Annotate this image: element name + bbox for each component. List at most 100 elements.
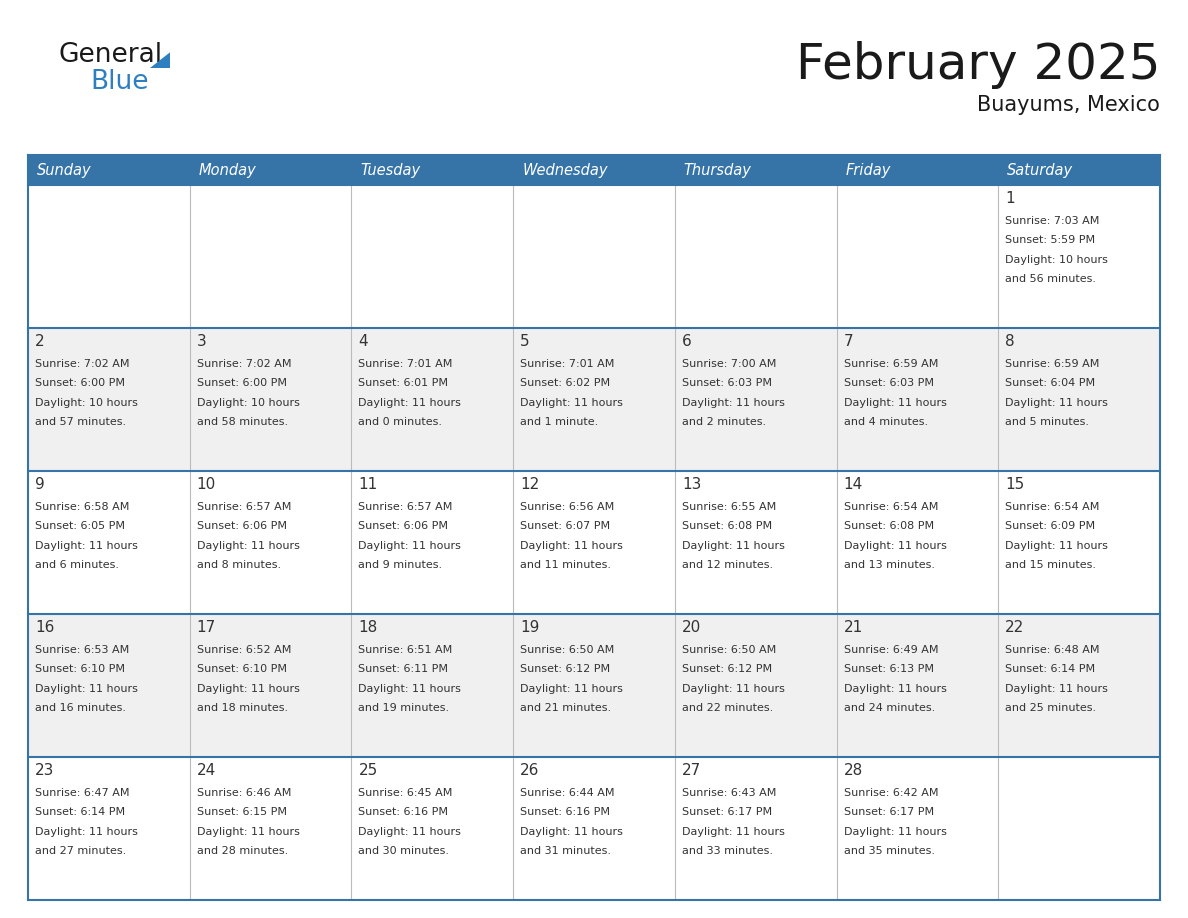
Text: Sunrise: 6:50 AM: Sunrise: 6:50 AM bbox=[682, 644, 776, 655]
Bar bbox=[675, 328, 836, 471]
Text: Monday: Monday bbox=[198, 162, 257, 177]
Text: Sunrise: 6:44 AM: Sunrise: 6:44 AM bbox=[520, 788, 614, 798]
Text: Daylight: 11 hours: Daylight: 11 hours bbox=[843, 827, 947, 837]
Text: Sunset: 5:59 PM: Sunset: 5:59 PM bbox=[1005, 235, 1095, 245]
Bar bbox=[675, 185, 836, 328]
Polygon shape bbox=[150, 52, 170, 68]
Text: Sunset: 6:17 PM: Sunset: 6:17 PM bbox=[843, 808, 934, 817]
Text: Wednesday: Wednesday bbox=[523, 162, 607, 177]
Text: Daylight: 11 hours: Daylight: 11 hours bbox=[34, 827, 138, 837]
Bar bbox=[190, 471, 352, 614]
Text: and 25 minutes.: and 25 minutes. bbox=[1005, 703, 1097, 713]
Text: Daylight: 11 hours: Daylight: 11 hours bbox=[682, 827, 785, 837]
Text: 4: 4 bbox=[359, 334, 368, 349]
Text: 21: 21 bbox=[843, 620, 862, 635]
Bar bbox=[29, 471, 190, 614]
Text: Daylight: 11 hours: Daylight: 11 hours bbox=[520, 398, 623, 409]
Text: and 35 minutes.: and 35 minutes. bbox=[843, 846, 935, 856]
Bar bbox=[998, 757, 1159, 900]
Bar bbox=[352, 328, 513, 471]
Text: 1: 1 bbox=[1005, 191, 1015, 206]
Text: and 13 minutes.: and 13 minutes. bbox=[843, 560, 935, 570]
Text: Sunrise: 6:55 AM: Sunrise: 6:55 AM bbox=[682, 501, 776, 511]
Text: Sunset: 6:08 PM: Sunset: 6:08 PM bbox=[843, 521, 934, 532]
Text: and 33 minutes.: and 33 minutes. bbox=[682, 846, 773, 856]
Text: Sunrise: 6:43 AM: Sunrise: 6:43 AM bbox=[682, 788, 776, 798]
Text: Sunrise: 7:03 AM: Sunrise: 7:03 AM bbox=[1005, 216, 1100, 226]
Bar bbox=[998, 185, 1159, 328]
Text: Daylight: 11 hours: Daylight: 11 hours bbox=[520, 684, 623, 694]
Text: and 19 minutes.: and 19 minutes. bbox=[359, 703, 449, 713]
Text: Sunset: 6:08 PM: Sunset: 6:08 PM bbox=[682, 521, 772, 532]
Text: Sunset: 6:13 PM: Sunset: 6:13 PM bbox=[843, 665, 934, 675]
Text: and 16 minutes.: and 16 minutes. bbox=[34, 703, 126, 713]
Text: Saturday: Saturday bbox=[1007, 162, 1074, 177]
Text: Daylight: 11 hours: Daylight: 11 hours bbox=[34, 541, 138, 551]
Text: Sunset: 6:01 PM: Sunset: 6:01 PM bbox=[359, 378, 448, 388]
Text: 22: 22 bbox=[1005, 620, 1024, 635]
Bar bbox=[29, 155, 190, 185]
Text: Sunrise: 6:54 AM: Sunrise: 6:54 AM bbox=[1005, 501, 1100, 511]
Text: Sunrise: 7:02 AM: Sunrise: 7:02 AM bbox=[34, 359, 129, 369]
Text: and 2 minutes.: and 2 minutes. bbox=[682, 417, 766, 427]
Text: Daylight: 11 hours: Daylight: 11 hours bbox=[843, 684, 947, 694]
Text: and 5 minutes.: and 5 minutes. bbox=[1005, 417, 1089, 427]
Text: Sunrise: 6:54 AM: Sunrise: 6:54 AM bbox=[843, 501, 939, 511]
Bar bbox=[836, 155, 998, 185]
Text: and 58 minutes.: and 58 minutes. bbox=[197, 417, 287, 427]
Text: and 6 minutes.: and 6 minutes. bbox=[34, 560, 119, 570]
Text: Thursday: Thursday bbox=[684, 162, 752, 177]
Text: 20: 20 bbox=[682, 620, 701, 635]
Text: February 2025: February 2025 bbox=[796, 41, 1159, 89]
Text: and 11 minutes.: and 11 minutes. bbox=[520, 560, 611, 570]
Bar bbox=[998, 614, 1159, 757]
Text: Sunrise: 7:01 AM: Sunrise: 7:01 AM bbox=[359, 359, 453, 369]
Text: Daylight: 11 hours: Daylight: 11 hours bbox=[843, 541, 947, 551]
Text: 11: 11 bbox=[359, 477, 378, 492]
Text: and 30 minutes.: and 30 minutes. bbox=[359, 846, 449, 856]
Bar bbox=[513, 471, 675, 614]
Text: Daylight: 11 hours: Daylight: 11 hours bbox=[682, 684, 785, 694]
Text: 13: 13 bbox=[682, 477, 701, 492]
Text: 17: 17 bbox=[197, 620, 216, 635]
Text: 5: 5 bbox=[520, 334, 530, 349]
Bar bbox=[675, 471, 836, 614]
Text: Sunset: 6:04 PM: Sunset: 6:04 PM bbox=[1005, 378, 1095, 388]
Bar bbox=[190, 614, 352, 757]
Text: and 12 minutes.: and 12 minutes. bbox=[682, 560, 773, 570]
Bar bbox=[998, 328, 1159, 471]
Bar bbox=[836, 471, 998, 614]
Text: Sunrise: 6:59 AM: Sunrise: 6:59 AM bbox=[1005, 359, 1100, 369]
Text: Sunrise: 6:46 AM: Sunrise: 6:46 AM bbox=[197, 788, 291, 798]
Text: 28: 28 bbox=[843, 763, 862, 778]
Text: 26: 26 bbox=[520, 763, 539, 778]
Text: Sunset: 6:17 PM: Sunset: 6:17 PM bbox=[682, 808, 772, 817]
Text: and 31 minutes.: and 31 minutes. bbox=[520, 846, 611, 856]
Text: 7: 7 bbox=[843, 334, 853, 349]
Text: Daylight: 11 hours: Daylight: 11 hours bbox=[682, 541, 785, 551]
Text: Daylight: 11 hours: Daylight: 11 hours bbox=[197, 827, 299, 837]
Text: Sunset: 6:14 PM: Sunset: 6:14 PM bbox=[34, 808, 125, 817]
Bar bbox=[513, 328, 675, 471]
Text: Sunset: 6:12 PM: Sunset: 6:12 PM bbox=[682, 665, 772, 675]
Text: Sunset: 6:15 PM: Sunset: 6:15 PM bbox=[197, 808, 286, 817]
Text: and 1 minute.: and 1 minute. bbox=[520, 417, 599, 427]
Text: 8: 8 bbox=[1005, 334, 1015, 349]
Bar bbox=[29, 328, 190, 471]
Text: 27: 27 bbox=[682, 763, 701, 778]
Text: Sunset: 6:02 PM: Sunset: 6:02 PM bbox=[520, 378, 611, 388]
Bar bbox=[190, 757, 352, 900]
Bar bbox=[675, 757, 836, 900]
Text: Sunset: 6:16 PM: Sunset: 6:16 PM bbox=[520, 808, 611, 817]
Bar bbox=[998, 155, 1159, 185]
Text: 18: 18 bbox=[359, 620, 378, 635]
Bar bbox=[352, 471, 513, 614]
Text: and 18 minutes.: and 18 minutes. bbox=[197, 703, 287, 713]
Bar bbox=[352, 185, 513, 328]
Text: and 21 minutes.: and 21 minutes. bbox=[520, 703, 612, 713]
Bar bbox=[352, 614, 513, 757]
Text: 16: 16 bbox=[34, 620, 55, 635]
Text: Sunrise: 6:57 AM: Sunrise: 6:57 AM bbox=[197, 501, 291, 511]
Text: and 4 minutes.: and 4 minutes. bbox=[843, 417, 928, 427]
Text: and 28 minutes.: and 28 minutes. bbox=[197, 846, 287, 856]
